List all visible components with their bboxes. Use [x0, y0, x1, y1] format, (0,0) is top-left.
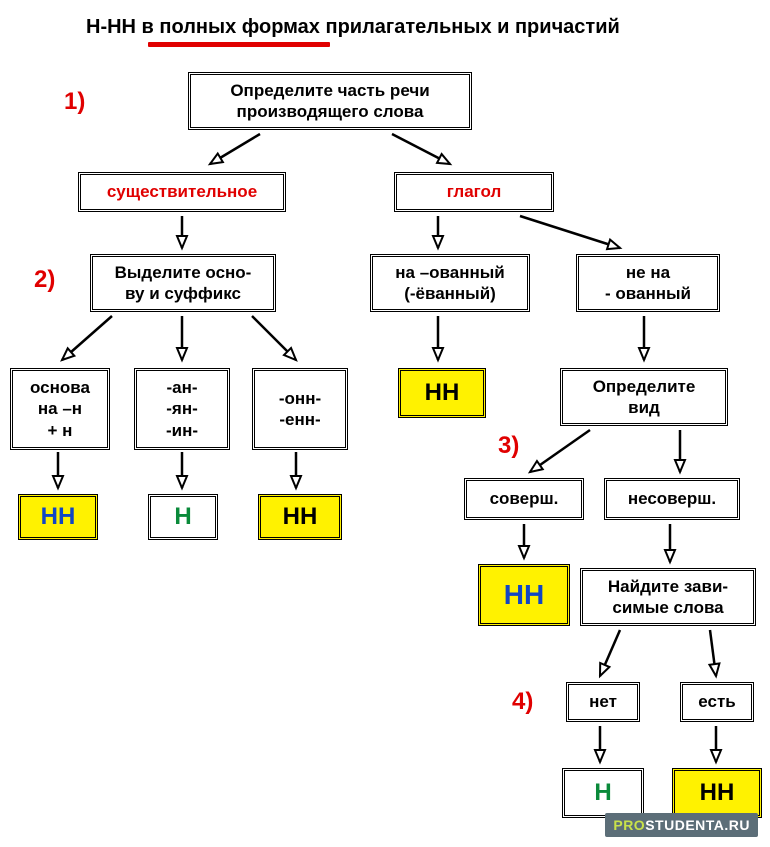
node-yes: есть	[680, 682, 754, 722]
node-stem-n-text: основа на –н + н	[19, 377, 101, 441]
watermark: PROSTUDENTA.RU	[605, 813, 758, 837]
step-3-label: 3)	[498, 432, 519, 460]
node-verb-text: глагол	[403, 181, 545, 202]
result-suf-an-text: Н	[174, 503, 191, 531]
node-aspect-text: Определите вид	[569, 376, 719, 419]
node-imperf: несоверш.	[604, 478, 740, 520]
result-suf-an: Н	[148, 494, 218, 540]
node-not-ovanny: не на - ованный	[576, 254, 720, 312]
node-root-text: Определите часть речи производящего слов…	[197, 80, 463, 123]
node-perf: соверш.	[464, 478, 584, 520]
node-no-text: нет	[575, 691, 631, 712]
node-imperf-text: несоверш.	[613, 488, 731, 509]
result-suf-onn-text: НН	[283, 503, 318, 531]
node-perf-text: соверш.	[473, 488, 575, 509]
node-ovanny-text: на –ованный (-ёванный)	[379, 262, 521, 305]
node-depwords-text: Найдите зави- симые слова	[589, 576, 747, 619]
step-1-label: 1)	[64, 88, 85, 116]
result-perf: НН	[478, 564, 570, 626]
node-suf-an-text: -ан- -ян- -ин-	[143, 377, 221, 441]
result-suf-onn: НН	[258, 494, 342, 540]
result-ovanny-text: НН	[425, 379, 460, 407]
watermark-rest: STUDENTA.RU	[645, 817, 750, 833]
node-noun: существительное	[78, 172, 286, 212]
result-no-text: Н	[594, 779, 611, 807]
node-noun-text: существительное	[87, 181, 277, 202]
result-perf-text: НН	[504, 579, 544, 611]
title-suffix: прилагательных и причастий	[320, 16, 620, 38]
step-2-label: 2)	[34, 266, 55, 294]
node-yes-text: есть	[689, 691, 745, 712]
node-stem-text: Выделите осно- ву и суффикс	[99, 262, 267, 305]
node-aspect: Определите вид	[560, 368, 728, 426]
node-not-ovanny-text: не на - ованный	[585, 262, 711, 305]
watermark-pro: PRO	[613, 817, 645, 833]
node-stem: Выделите осно- ву и суффикс	[90, 254, 276, 312]
result-yes: НН	[672, 768, 762, 818]
node-verb: глагол	[394, 172, 554, 212]
node-depwords: Найдите зави- симые слова	[580, 568, 756, 626]
title-underlined: в полных формах	[142, 16, 320, 38]
title-prefix: Н-НН	[86, 16, 142, 38]
node-no: нет	[566, 682, 640, 722]
node-suf-an: -ан- -ян- -ин-	[134, 368, 230, 450]
node-suf-onn: -онн- -енн-	[252, 368, 348, 450]
result-yes-text: НН	[700, 779, 735, 807]
result-stem-n: НН	[18, 494, 98, 540]
step-4-label: 4)	[512, 688, 533, 716]
node-ovanny: на –ованный (-ёванный)	[370, 254, 530, 312]
result-ovanny: НН	[398, 368, 486, 418]
page-title: Н-НН в полных формах прилагательных и пр…	[86, 16, 620, 39]
result-no: Н	[562, 768, 644, 818]
node-stem-n: основа на –н + н	[10, 368, 110, 450]
result-stem-n-text: НН	[41, 503, 76, 531]
title-underline	[148, 42, 330, 47]
node-suf-onn-text: -онн- -енн-	[261, 388, 339, 431]
node-root: Определите часть речи производящего слов…	[188, 72, 472, 130]
